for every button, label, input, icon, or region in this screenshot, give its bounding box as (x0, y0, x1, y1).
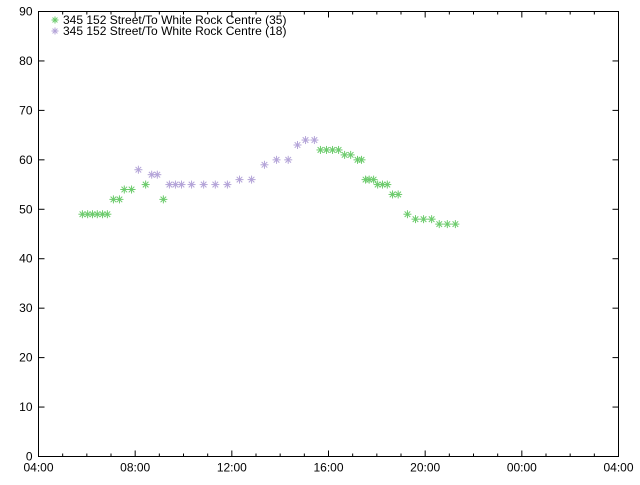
data-point (334, 145, 343, 154)
y-tick-label: 60 (19, 153, 33, 167)
y-tick-label: 40 (19, 252, 33, 266)
data-point (211, 180, 220, 189)
legend-marker-icon (51, 27, 59, 35)
data-point (394, 190, 403, 199)
data-point (284, 155, 293, 164)
data-point (120, 185, 129, 194)
data-point (383, 180, 392, 189)
data-point (127, 185, 136, 194)
data-point (328, 145, 337, 154)
x-tick-label: 04:00 (23, 461, 53, 475)
data-point (443, 220, 452, 229)
y-tick-label: 0 (26, 450, 33, 464)
data-point (247, 175, 256, 184)
data-point (103, 210, 112, 219)
data-point (293, 141, 302, 149)
data-point (134, 165, 143, 174)
data-point (199, 180, 208, 189)
data-point (340, 150, 349, 159)
data-point (159, 195, 168, 204)
data-point (310, 136, 319, 145)
data-point (153, 170, 162, 179)
data-point (403, 210, 412, 219)
plot-frame (38, 11, 619, 457)
x-tick-label: 04:00 (603, 461, 633, 475)
x-tick-label: 12:00 (217, 461, 247, 475)
x-tick-label: 00:00 (507, 461, 537, 475)
y-tick-label: 50 (19, 202, 33, 216)
y-tick-label: 30 (19, 301, 33, 315)
x-tick-label: 16:00 (313, 461, 343, 475)
y-tick-label: 80 (19, 54, 33, 68)
data-point (301, 136, 310, 145)
legend-entry: 345 152 Street/To White Rock Centre (35) (63, 13, 286, 27)
x-tick-label: 08:00 (120, 461, 150, 475)
data-point (451, 220, 460, 229)
y-tick-label: 10 (19, 400, 33, 414)
legend-entry: 345 152 Street/To White Rock Centre (18) (63, 24, 286, 38)
data-point (235, 175, 244, 184)
y-tick-label: 70 (19, 103, 33, 117)
data-point (427, 215, 436, 224)
data-point (346, 150, 355, 159)
data-point (187, 180, 196, 189)
data-point (272, 155, 281, 164)
data-point (141, 180, 150, 189)
data-point (223, 180, 232, 189)
legend-marker-icon (51, 16, 59, 24)
data-point (369, 175, 378, 184)
data-point (115, 195, 124, 204)
data-point (260, 160, 269, 169)
data-point (357, 155, 366, 164)
data-point (435, 220, 444, 229)
x-tick-label: 20:00 (410, 461, 440, 475)
data-point (411, 215, 420, 224)
data-point (419, 215, 428, 224)
y-tick-label: 90 (19, 5, 33, 19)
y-tick-label: 20 (19, 351, 33, 365)
data-point (177, 180, 186, 189)
